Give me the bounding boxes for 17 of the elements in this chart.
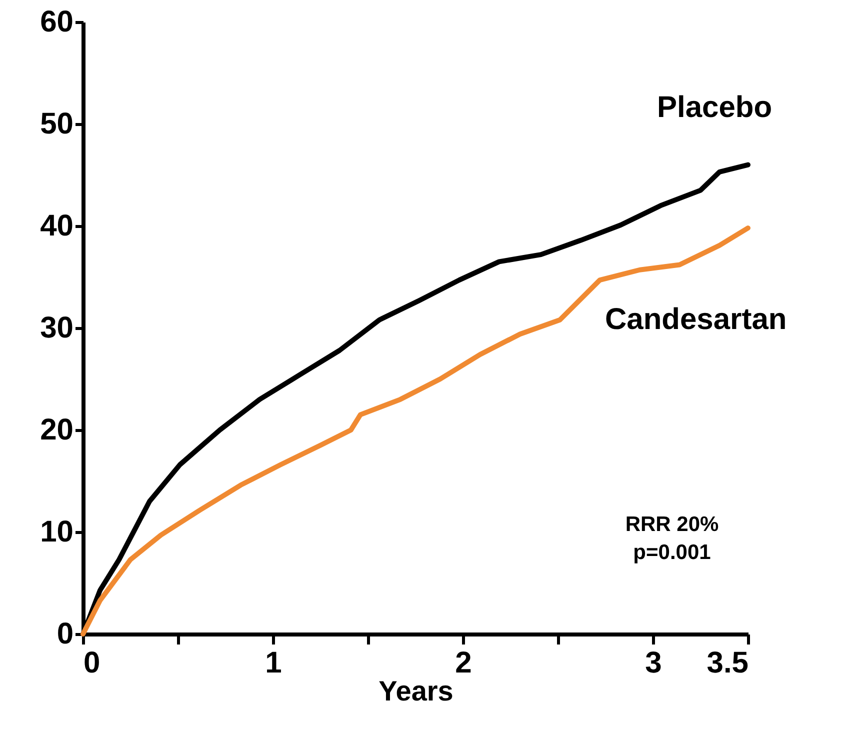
x-tick-label: 0 [84, 646, 100, 680]
y-tick-label: 20 [40, 414, 74, 446]
y-tick-label: 60 [40, 6, 74, 38]
series-label: Candesartan [605, 303, 787, 336]
series-label: Placebo [657, 90, 772, 124]
y-tick-label: 10 [40, 516, 74, 548]
y-tick-label: 0 [56, 618, 74, 650]
y-tick-label: 40 [40, 210, 74, 242]
x-axis-title: Years [378, 676, 454, 706]
x-tick-label: 2 [455, 646, 472, 680]
annotation: p=0.001 [633, 541, 712, 564]
y-tick-label: 30 [40, 312, 74, 344]
y-tick-label: 50 [40, 108, 74, 140]
x-tick-label: 3.5 [706, 646, 748, 680]
x-tick-label: 1 [265, 646, 282, 680]
annotation: RRR 20% [625, 513, 719, 536]
x-tick-label: 3 [645, 646, 662, 680]
